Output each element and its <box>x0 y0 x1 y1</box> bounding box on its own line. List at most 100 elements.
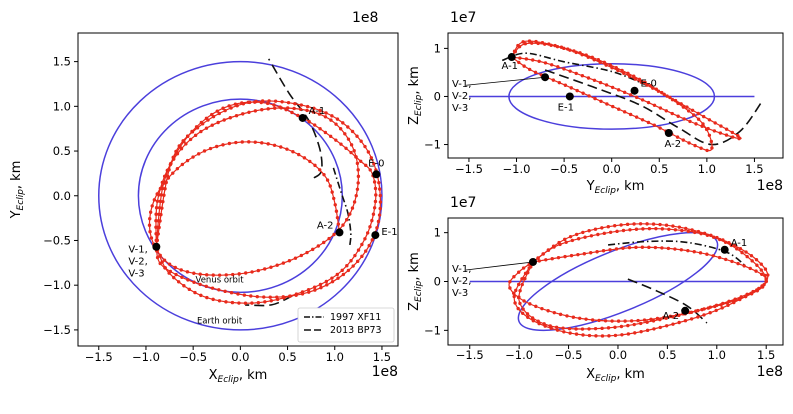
x-tick-label: −1.0 <box>505 348 533 362</box>
2013-bp73-path <box>627 278 708 324</box>
event-label: V-1, V-2, V-3 <box>128 245 147 280</box>
y-axis-label: YEclip, km <box>9 161 26 220</box>
y-tick-label: −1 <box>424 138 441 152</box>
event-label: A-1 <box>731 238 748 249</box>
event-marker <box>335 228 344 237</box>
1997-xf11-path <box>608 240 747 268</box>
orbit-annotation: Venus orbit <box>196 276 245 286</box>
y-axis-multiplier: 1e8 <box>352 10 378 26</box>
event-label: E-0 <box>368 158 384 169</box>
y-axis-label: ZEclip, km <box>407 252 424 311</box>
event-marker <box>681 306 690 315</box>
legend-label: 2013 BP73 <box>330 325 382 336</box>
x-tick-label: 0.5 <box>278 350 296 364</box>
event-label: A-1 <box>501 61 518 72</box>
x-axis-multiplier: 1e8 <box>372 364 398 380</box>
event-marker <box>565 92 574 101</box>
event-label: E-0 <box>641 79 657 90</box>
earth-orbit <box>98 60 383 331</box>
plot-area <box>469 222 770 338</box>
plot-area <box>468 39 763 153</box>
x-tick-label: 0.0 <box>603 162 621 176</box>
venus-orbit <box>508 63 716 130</box>
y-axis-multiplier: 1e7 <box>450 195 476 211</box>
x-tick-label: −1.5 <box>85 350 113 364</box>
event-label: A-2 <box>663 311 680 322</box>
x-tick-label: −1.0 <box>132 350 160 364</box>
venus-orbit <box>517 231 719 332</box>
y-tick-label: −0.5 <box>43 233 71 247</box>
legend-box <box>297 307 395 343</box>
x-tick-label: 0.0 <box>231 350 249 364</box>
y-tick-label: −1.5 <box>43 323 71 337</box>
label-leader <box>465 76 546 86</box>
trajectory-loop-2-dots <box>510 39 714 153</box>
axes-frame <box>77 32 399 347</box>
x-tick-label: −0.5 <box>179 350 207 364</box>
x-axis-label: XEclip, km <box>209 368 268 385</box>
trajectory-loop-2-dots <box>154 99 383 299</box>
x-tick-label: 1.0 <box>708 348 726 362</box>
event-marker <box>507 53 516 62</box>
x-tick-label: −0.5 <box>555 348 583 362</box>
chart-panel-left: −1.5 −1.0 −0.5 0.0 0.5 1.0 1.5 −1.5 −1.0 −0.5 0.0 0… <box>9 10 399 385</box>
1997-xf11-path <box>501 52 646 86</box>
event-label: A-2 <box>317 220 334 231</box>
trajectory-loop-3-dots <box>517 245 768 331</box>
event-marker <box>152 242 161 251</box>
x-axis-multiplier: 1e8 <box>757 364 783 380</box>
chart-panel-top-right: −1.5 −1.0 −0.5 0.0 0.5 1.0 1.5 −1 0 1 YEclip, km ZE… <box>407 10 784 196</box>
y-axis-multiplier: 1e7 <box>450 10 476 26</box>
trajectory-loop-1-dots <box>147 106 361 277</box>
y-tick-label: 0.5 <box>53 144 71 158</box>
x-axis-label: YEclip, km <box>586 179 645 196</box>
trajectory-loop-3 <box>518 246 767 330</box>
legend-label: 1997 XF11 <box>330 312 381 323</box>
2013-bp73-path <box>245 295 293 307</box>
x-axis-label: XEclip, km <box>586 367 645 384</box>
y-tick-label: 1.0 <box>53 99 71 113</box>
label-leader <box>465 261 534 271</box>
x-tick-label: 0.5 <box>658 348 676 362</box>
x-tick-label: 1.5 <box>373 350 391 364</box>
event-label: V-1, V-2, V-3 <box>452 264 471 299</box>
y-tick-label: 0.0 <box>53 189 71 203</box>
event-marker <box>664 129 673 137</box>
chart-panel-bottom-right: −1.5 −1.0 −0.5 0.0 0.5 1.0 1.5 −1 0 1 XEclip, km ZE… <box>407 195 784 384</box>
y-tick-label: 0 <box>434 275 441 289</box>
event-label: A-1 <box>309 106 326 117</box>
event-label: E-1 <box>381 227 397 238</box>
x-tick-label: 0.0 <box>609 348 627 362</box>
y-tick-label: 1 <box>434 226 441 240</box>
event-marker <box>372 170 381 179</box>
event-marker <box>298 113 307 122</box>
2013-bp73-path <box>544 69 763 146</box>
x-tick-label: −1.5 <box>455 162 483 176</box>
x-tick-label: −0.5 <box>550 162 578 176</box>
y-tick-label: 0 <box>434 89 441 103</box>
event-marker <box>371 231 380 240</box>
x-tick-label: 1.5 <box>745 162 763 176</box>
event-label: A-2 <box>664 139 681 150</box>
y-axis-label: ZEclip, km <box>407 66 424 125</box>
x-tick-label: −1.5 <box>456 348 484 362</box>
x-tick-label: 1.0 <box>326 350 344 364</box>
event-label: V-1, V-2, V-3 <box>452 79 471 114</box>
event-label: E-1 <box>558 102 574 113</box>
trajectory-loop-2-dots <box>512 222 770 338</box>
axes-frame <box>447 32 784 159</box>
2013-bp73-path <box>268 58 323 179</box>
y-tick-label: 1.5 <box>53 55 71 69</box>
x-axis-multiplier: 1e8 <box>757 178 783 194</box>
x-tick-label: −1.0 <box>503 162 531 176</box>
x-tick-label: 0.5 <box>650 162 668 176</box>
y-tick-label: −1 <box>424 323 441 337</box>
event-marker <box>630 86 639 95</box>
plot-area <box>98 58 383 331</box>
x-tick-label: 1.0 <box>698 162 716 176</box>
y-tick-label: −1.0 <box>43 278 71 292</box>
x-tick-label: 1.5 <box>757 348 775 362</box>
event-marker <box>720 245 729 254</box>
y-tick-label: 1 <box>434 41 441 55</box>
